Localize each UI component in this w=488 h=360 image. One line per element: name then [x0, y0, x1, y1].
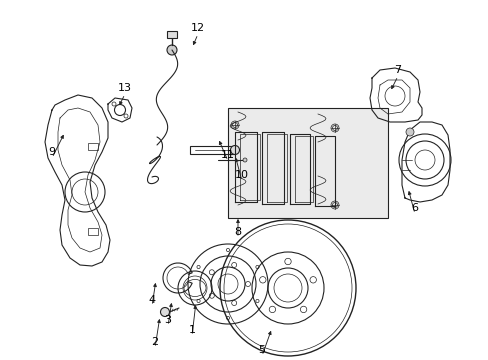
Text: 10: 10: [235, 170, 248, 180]
Text: 6: 6: [411, 203, 418, 213]
Text: 4: 4: [148, 295, 155, 305]
Text: 2: 2: [151, 337, 158, 347]
Bar: [167, 31, 177, 38]
Text: 11: 11: [221, 150, 235, 160]
Text: 3: 3: [164, 315, 171, 325]
Bar: [190, 146, 235, 154]
Circle shape: [167, 45, 177, 55]
Bar: [88, 228, 98, 235]
Circle shape: [405, 128, 413, 136]
Bar: [227, 108, 387, 218]
Text: 12: 12: [190, 23, 204, 33]
Circle shape: [160, 307, 169, 316]
Circle shape: [230, 145, 239, 154]
Bar: [88, 143, 98, 150]
Circle shape: [243, 158, 246, 162]
Text: 7: 7: [394, 65, 401, 75]
Text: 13: 13: [118, 83, 132, 93]
Text: 1: 1: [188, 325, 195, 335]
Text: 5: 5: [258, 345, 265, 355]
Text: 9: 9: [48, 147, 56, 157]
Text: 8: 8: [234, 227, 241, 237]
